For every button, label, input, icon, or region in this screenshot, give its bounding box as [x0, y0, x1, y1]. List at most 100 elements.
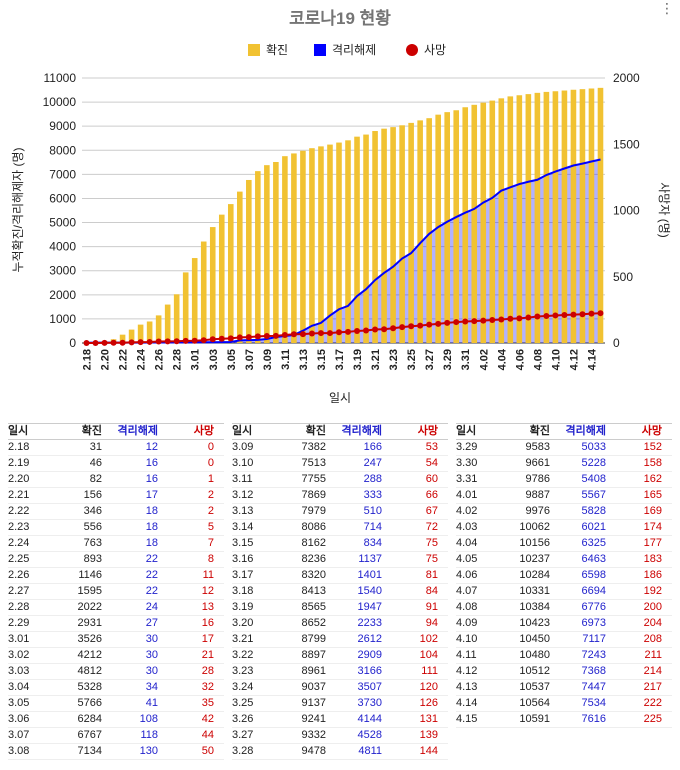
released-value-label: 2612	[357, 633, 382, 645]
released-value-label: 3166	[357, 665, 382, 677]
confirmed-bar	[516, 95, 523, 344]
deaths-value-label: 84	[425, 585, 438, 597]
confirmed-value-label: 82	[89, 473, 102, 485]
deaths-value-label: 32	[201, 681, 214, 693]
deaths-value-label: 94	[425, 617, 438, 629]
deaths-value-label: 50	[201, 745, 214, 757]
data-label-row: 3.10 7513 247 54	[232, 456, 448, 472]
confirmed-value-label: 46	[89, 457, 102, 469]
x-tick-label: 2.22	[118, 349, 130, 370]
released-value-label: 18	[145, 521, 158, 533]
confirmed-value-label: 1146	[78, 569, 102, 581]
data-label-row: 2.19 46 16 0	[8, 456, 224, 472]
data-label-row: 3.23 8961 3166 111	[232, 664, 448, 680]
x-tick-label: 2.18	[82, 349, 94, 370]
deaths-value-label: 225	[643, 713, 662, 725]
deaths-value-label: 165	[643, 489, 662, 501]
confirmed-value-label: 8565	[301, 601, 326, 613]
deaths-point	[543, 312, 550, 319]
deaths-value-label: 204	[643, 617, 662, 629]
data-label-row: 3.17 8320 1401 81	[232, 568, 448, 584]
confirmed-value-label: 10450	[519, 633, 550, 645]
confirmed-bar	[444, 112, 450, 344]
data-label-row: 4.08 10384 6776 200	[456, 600, 672, 616]
data-label-row: 4.14 10564 7534 222	[456, 696, 672, 712]
deaths-value-label: 35	[201, 697, 214, 709]
deaths-point	[372, 326, 379, 333]
released-value-label: 12	[145, 441, 158, 453]
x-tick-label: 2.28	[172, 349, 184, 370]
x-tick-label: 4.12	[568, 349, 580, 370]
x-tick-label: 4.06	[514, 349, 526, 370]
deaths-point	[254, 333, 261, 340]
released-value-label: 6776	[581, 601, 606, 613]
deaths-point	[182, 337, 189, 344]
confirmed-value-label: 8320	[301, 569, 326, 581]
left-tick-label: 8000	[49, 143, 76, 157]
data-label-row: 2.28 2022 24 13	[8, 600, 224, 616]
confirmed-bar	[543, 91, 550, 343]
x-tick-label: 3.25	[406, 349, 418, 370]
confirmed-bar	[246, 179, 252, 343]
date-label: 4.15	[456, 713, 478, 725]
deaths-point	[597, 310, 604, 317]
x-tick-label: 4.04	[496, 348, 508, 370]
released-value-label: 7616	[581, 713, 606, 725]
released-value-label: 4528	[357, 729, 382, 741]
released-value-label: 24	[145, 601, 158, 613]
date-label: 3.20	[232, 617, 254, 629]
data-label-row: 3.03 4812 30 28	[8, 664, 224, 680]
deaths-value-label: 104	[419, 649, 438, 661]
x-tick-label: 3.13	[298, 349, 310, 370]
left-tick-label: 10000	[43, 95, 77, 109]
confirmed-value-label: 7382	[301, 441, 326, 453]
date-label: 3.15	[232, 537, 254, 549]
data-label-row: 4.02 9976 5828 169	[456, 504, 672, 520]
deaths-value-label: 222	[643, 697, 662, 709]
date-label: 3.04	[8, 681, 30, 693]
deaths-point	[128, 339, 135, 346]
deaths-point	[209, 336, 216, 343]
deaths-point	[354, 327, 361, 334]
right-tick-label: 500	[613, 270, 633, 284]
deaths-point	[245, 334, 252, 341]
date-label: 3.29	[456, 441, 478, 453]
data-label-header-row: 일시 확진 격리해제 사망	[232, 424, 448, 440]
confirmed-value-label: 346	[83, 505, 102, 517]
deaths-point	[173, 338, 180, 345]
released-value-label: 3507	[357, 681, 382, 693]
confirmed-value-label: 8652	[301, 617, 326, 629]
x-tick-label: 3.19	[352, 349, 364, 370]
date-label: 3.25	[232, 697, 254, 709]
deaths-point	[191, 337, 198, 344]
confirmed-bar	[273, 162, 279, 343]
data-label-row: 3.14 8086 714 72	[232, 520, 448, 536]
deaths-point	[399, 324, 406, 331]
confirmed-bar	[462, 107, 469, 343]
released-value-label: 333	[363, 489, 382, 501]
left-tick-label: 1000	[49, 312, 76, 326]
left-axis-title: 누적확진/격리해제자 (명)	[11, 147, 25, 272]
deaths-value-label: 5	[207, 521, 214, 533]
deaths-value-label: 169	[643, 505, 662, 517]
confirmed-value-label: 10284	[519, 569, 550, 581]
confirmed-value-label: 9661	[525, 457, 550, 469]
deaths-point	[119, 339, 126, 346]
deaths-line	[86, 312, 601, 344]
confirmed-bar	[237, 191, 243, 343]
confirmed-value-label: 4812	[77, 665, 102, 677]
confirmed-bar	[417, 120, 423, 343]
combo-chart: 코로나19 현황 확진 격리해제 사망 0100020003000400050006…	[11, 9, 671, 405]
confirmed-value-label: 9332	[301, 729, 326, 741]
data-label-row: 4.13 10537 7447 217	[456, 680, 672, 696]
data-label-row: 3.06 6284 108 42	[8, 712, 224, 728]
data-label-row: 3.28 9478 4811 144	[232, 744, 448, 760]
date-label: 2.28	[8, 601, 30, 613]
more-options-icon[interactable]: ⋮	[660, 0, 674, 16]
confirmed-bar	[200, 241, 207, 343]
confirmed-bar	[191, 258, 198, 343]
confirmed-value-label: 9478	[301, 745, 326, 757]
date-label: 3.24	[232, 681, 254, 693]
legend-label-0: 확진	[266, 43, 288, 57]
